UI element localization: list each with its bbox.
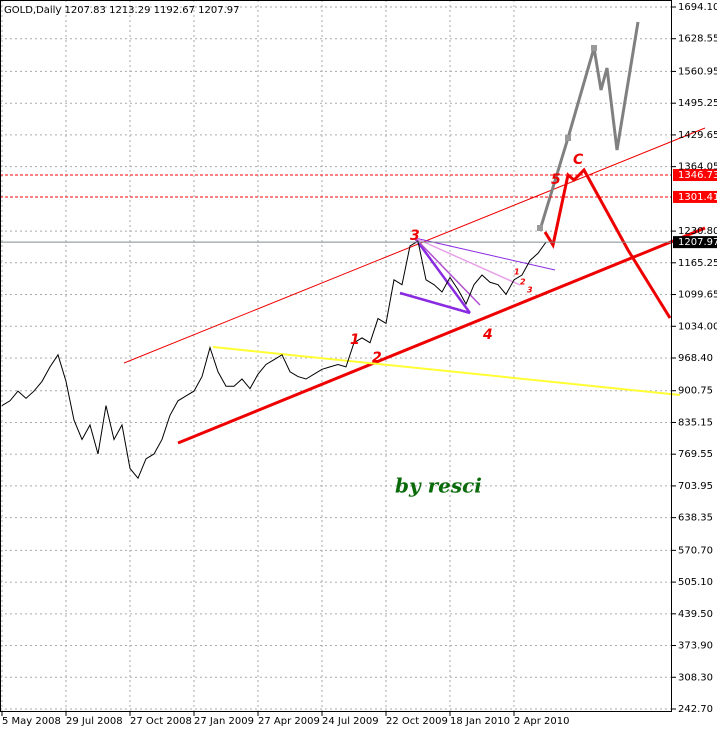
level-label: 1346.73 xyxy=(678,170,717,181)
y-tick-label: 439.50 xyxy=(678,609,713,620)
price-series xyxy=(1,240,547,480)
y-tick-label: 1034.00 xyxy=(678,321,717,332)
level-label: 1301.41 xyxy=(678,192,717,203)
wave-label: C xyxy=(573,152,584,168)
y-tick-label: 242.70 xyxy=(678,704,713,715)
x-tick-label: 27 Jan 2009 xyxy=(194,716,254,727)
forecast-node xyxy=(591,45,597,51)
x-tick-label: 2 Apr 2010 xyxy=(514,716,569,727)
purple-line xyxy=(399,291,471,315)
plot-border xyxy=(0,0,672,712)
level-label: 1207.97 xyxy=(678,237,717,248)
y-tick-label: 968.40 xyxy=(678,353,713,364)
y-tick-label: 703.95 xyxy=(678,481,713,492)
y-tick-label: 1560.95 xyxy=(678,66,717,77)
y-tick-label: 1495.25 xyxy=(678,98,717,109)
x-tick-label: 18 Jan 2010 xyxy=(450,716,510,727)
channel-upper xyxy=(123,127,706,364)
purple-thin-line xyxy=(414,237,556,271)
chart-title: GOLD,Daily 1207.83 1213.29 1192.67 1207.… xyxy=(4,5,240,16)
wave-label: 5 xyxy=(551,172,561,188)
drawings xyxy=(123,21,706,445)
y-tick-label: 1099.65 xyxy=(678,290,717,301)
y-tick-label: 308.30 xyxy=(678,672,713,683)
level-label-box xyxy=(673,236,717,249)
y-tick-label: 1628.55 xyxy=(678,34,717,45)
y-tick-label: 769.55 xyxy=(678,449,713,460)
levels: 1346.73 1301.41 1207.97 xyxy=(0,169,717,249)
forecast-red xyxy=(543,167,672,319)
grid xyxy=(0,0,672,712)
y-tick-label: 1429.65 xyxy=(678,130,717,141)
y-tick-label: 373.90 xyxy=(678,641,713,652)
wave-label: 3 xyxy=(410,228,420,244)
level-label-box xyxy=(673,169,717,182)
y-tick-label: 570.70 xyxy=(678,545,713,556)
wave-label: 4 xyxy=(482,327,493,343)
wave-label: 1 xyxy=(350,332,360,348)
purple-line xyxy=(413,237,472,314)
x-tick-label: 22 Oct 2009 xyxy=(386,716,448,727)
wave-label: 2 xyxy=(520,278,526,287)
x-tick-label: 27 Apr 2009 xyxy=(258,716,320,727)
y-tick-label: 900.75 xyxy=(678,386,713,397)
wave-label: 2 xyxy=(372,350,382,366)
price-line xyxy=(1,240,547,480)
channel-lower xyxy=(177,226,706,445)
x-tick-label: 24 Jul 2009 xyxy=(322,716,379,727)
x-tick-label: 27 Oct 2008 xyxy=(130,716,192,727)
y-tick-label: 638.35 xyxy=(678,513,713,524)
y-tick-label: 1165.25 xyxy=(678,258,717,269)
wave-label: 1 xyxy=(514,268,520,277)
forecast-node xyxy=(537,225,543,231)
x-tick-label: 5 May 2008 xyxy=(2,716,61,727)
x-tick-label: 29 Jul 2008 xyxy=(66,716,123,727)
y-tick-label: 1694.10 xyxy=(678,2,717,13)
watermark: by resci xyxy=(395,474,482,498)
pink-line xyxy=(414,237,521,286)
violet-line xyxy=(414,237,481,306)
y-tick-label: 505.10 xyxy=(678,577,713,588)
yellow-trendline xyxy=(212,346,681,396)
y-tick-label: 1364.05 xyxy=(678,162,717,173)
forecast-node xyxy=(565,135,571,141)
y-tick-label: 1230.80 xyxy=(678,226,717,237)
y-tick-label: 835.15 xyxy=(678,417,713,428)
level-label-box xyxy=(673,190,717,203)
wave-label: 3 xyxy=(527,286,533,295)
